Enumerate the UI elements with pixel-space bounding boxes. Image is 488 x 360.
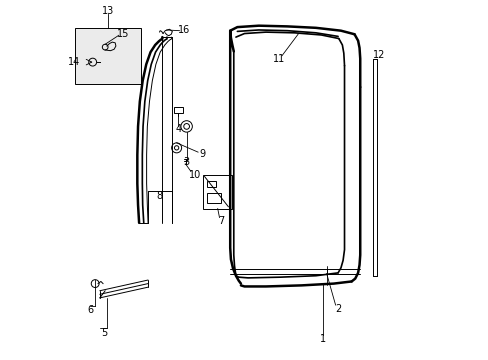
Text: 2: 2 bbox=[334, 303, 341, 314]
Bar bbox=[203, 175, 231, 208]
Text: 5: 5 bbox=[101, 328, 107, 338]
Bar bbox=[206, 193, 221, 203]
Bar bbox=[173, 107, 183, 113]
Circle shape bbox=[174, 146, 179, 150]
Text: 15: 15 bbox=[117, 28, 129, 39]
Text: 9: 9 bbox=[199, 149, 205, 159]
Text: 7: 7 bbox=[218, 216, 224, 226]
FancyBboxPatch shape bbox=[75, 28, 141, 84]
Text: 8: 8 bbox=[156, 191, 162, 201]
Bar bbox=[206, 181, 216, 187]
Text: 13: 13 bbox=[102, 6, 114, 17]
Text: 3: 3 bbox=[183, 157, 189, 167]
Text: 1: 1 bbox=[319, 334, 325, 344]
Text: 6: 6 bbox=[88, 305, 94, 315]
Circle shape bbox=[183, 123, 189, 129]
Text: 10: 10 bbox=[189, 170, 201, 180]
Text: 14: 14 bbox=[68, 57, 80, 67]
Text: 4: 4 bbox=[175, 124, 181, 134]
Text: 16: 16 bbox=[177, 25, 189, 35]
Text: 12: 12 bbox=[372, 50, 384, 60]
Text: 11: 11 bbox=[273, 54, 285, 64]
